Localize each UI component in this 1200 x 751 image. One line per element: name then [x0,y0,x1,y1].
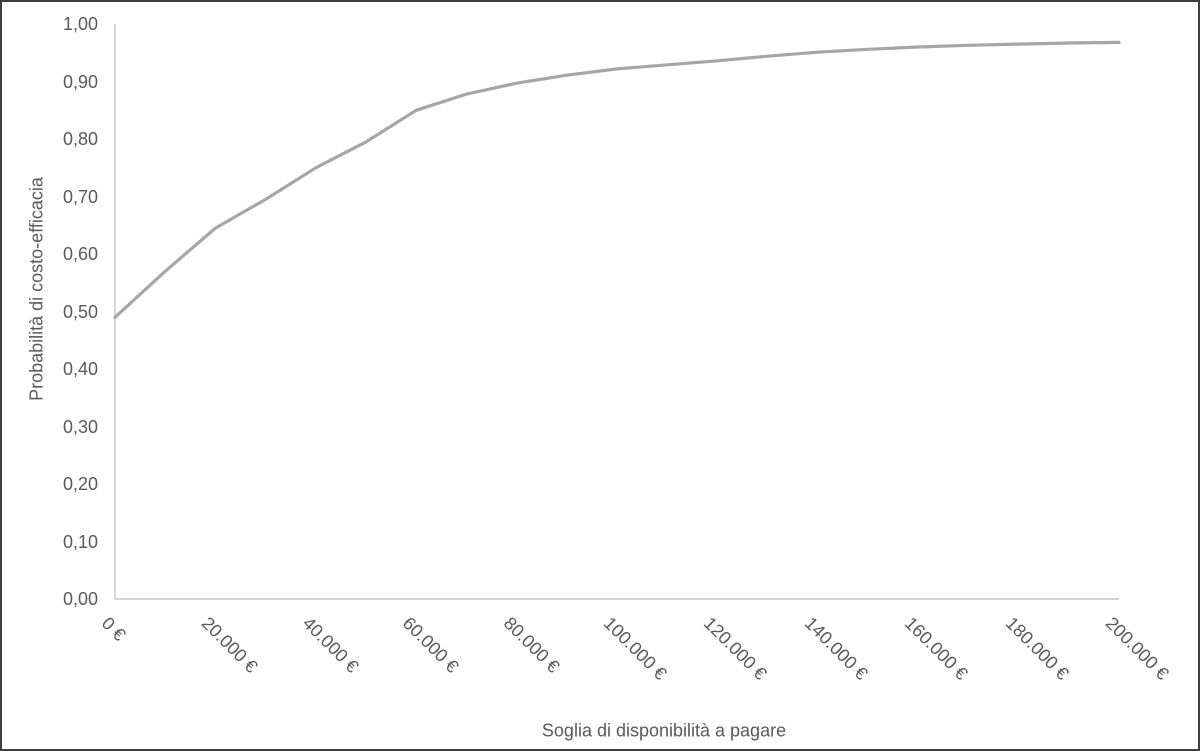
x-axis-title: Soglia di disponibilità a pagare [541,720,787,741]
y-tick-label: 0,30 [62,416,98,437]
ceac-series-line [113,40,1121,319]
y-tick-label: 0,10 [62,531,98,552]
y-tick-label: 0,00 [62,589,98,609]
y-tick-label: 0,20 [62,474,98,494]
axis-lines [114,24,1119,600]
y-axis-title: Probabilità di costo-efficacia [26,177,47,401]
y-tick-label: 0,80 [62,129,98,149]
y-tick-label: 0,90 [62,71,98,92]
y-tick-label: 0,40 [62,359,98,379]
y-tick-label: 0,50 [62,301,98,322]
y-tick-label: 0,70 [62,186,98,207]
y-tick-label: 0,60 [62,244,98,264]
y-tick-label: 1,00 [62,14,98,34]
